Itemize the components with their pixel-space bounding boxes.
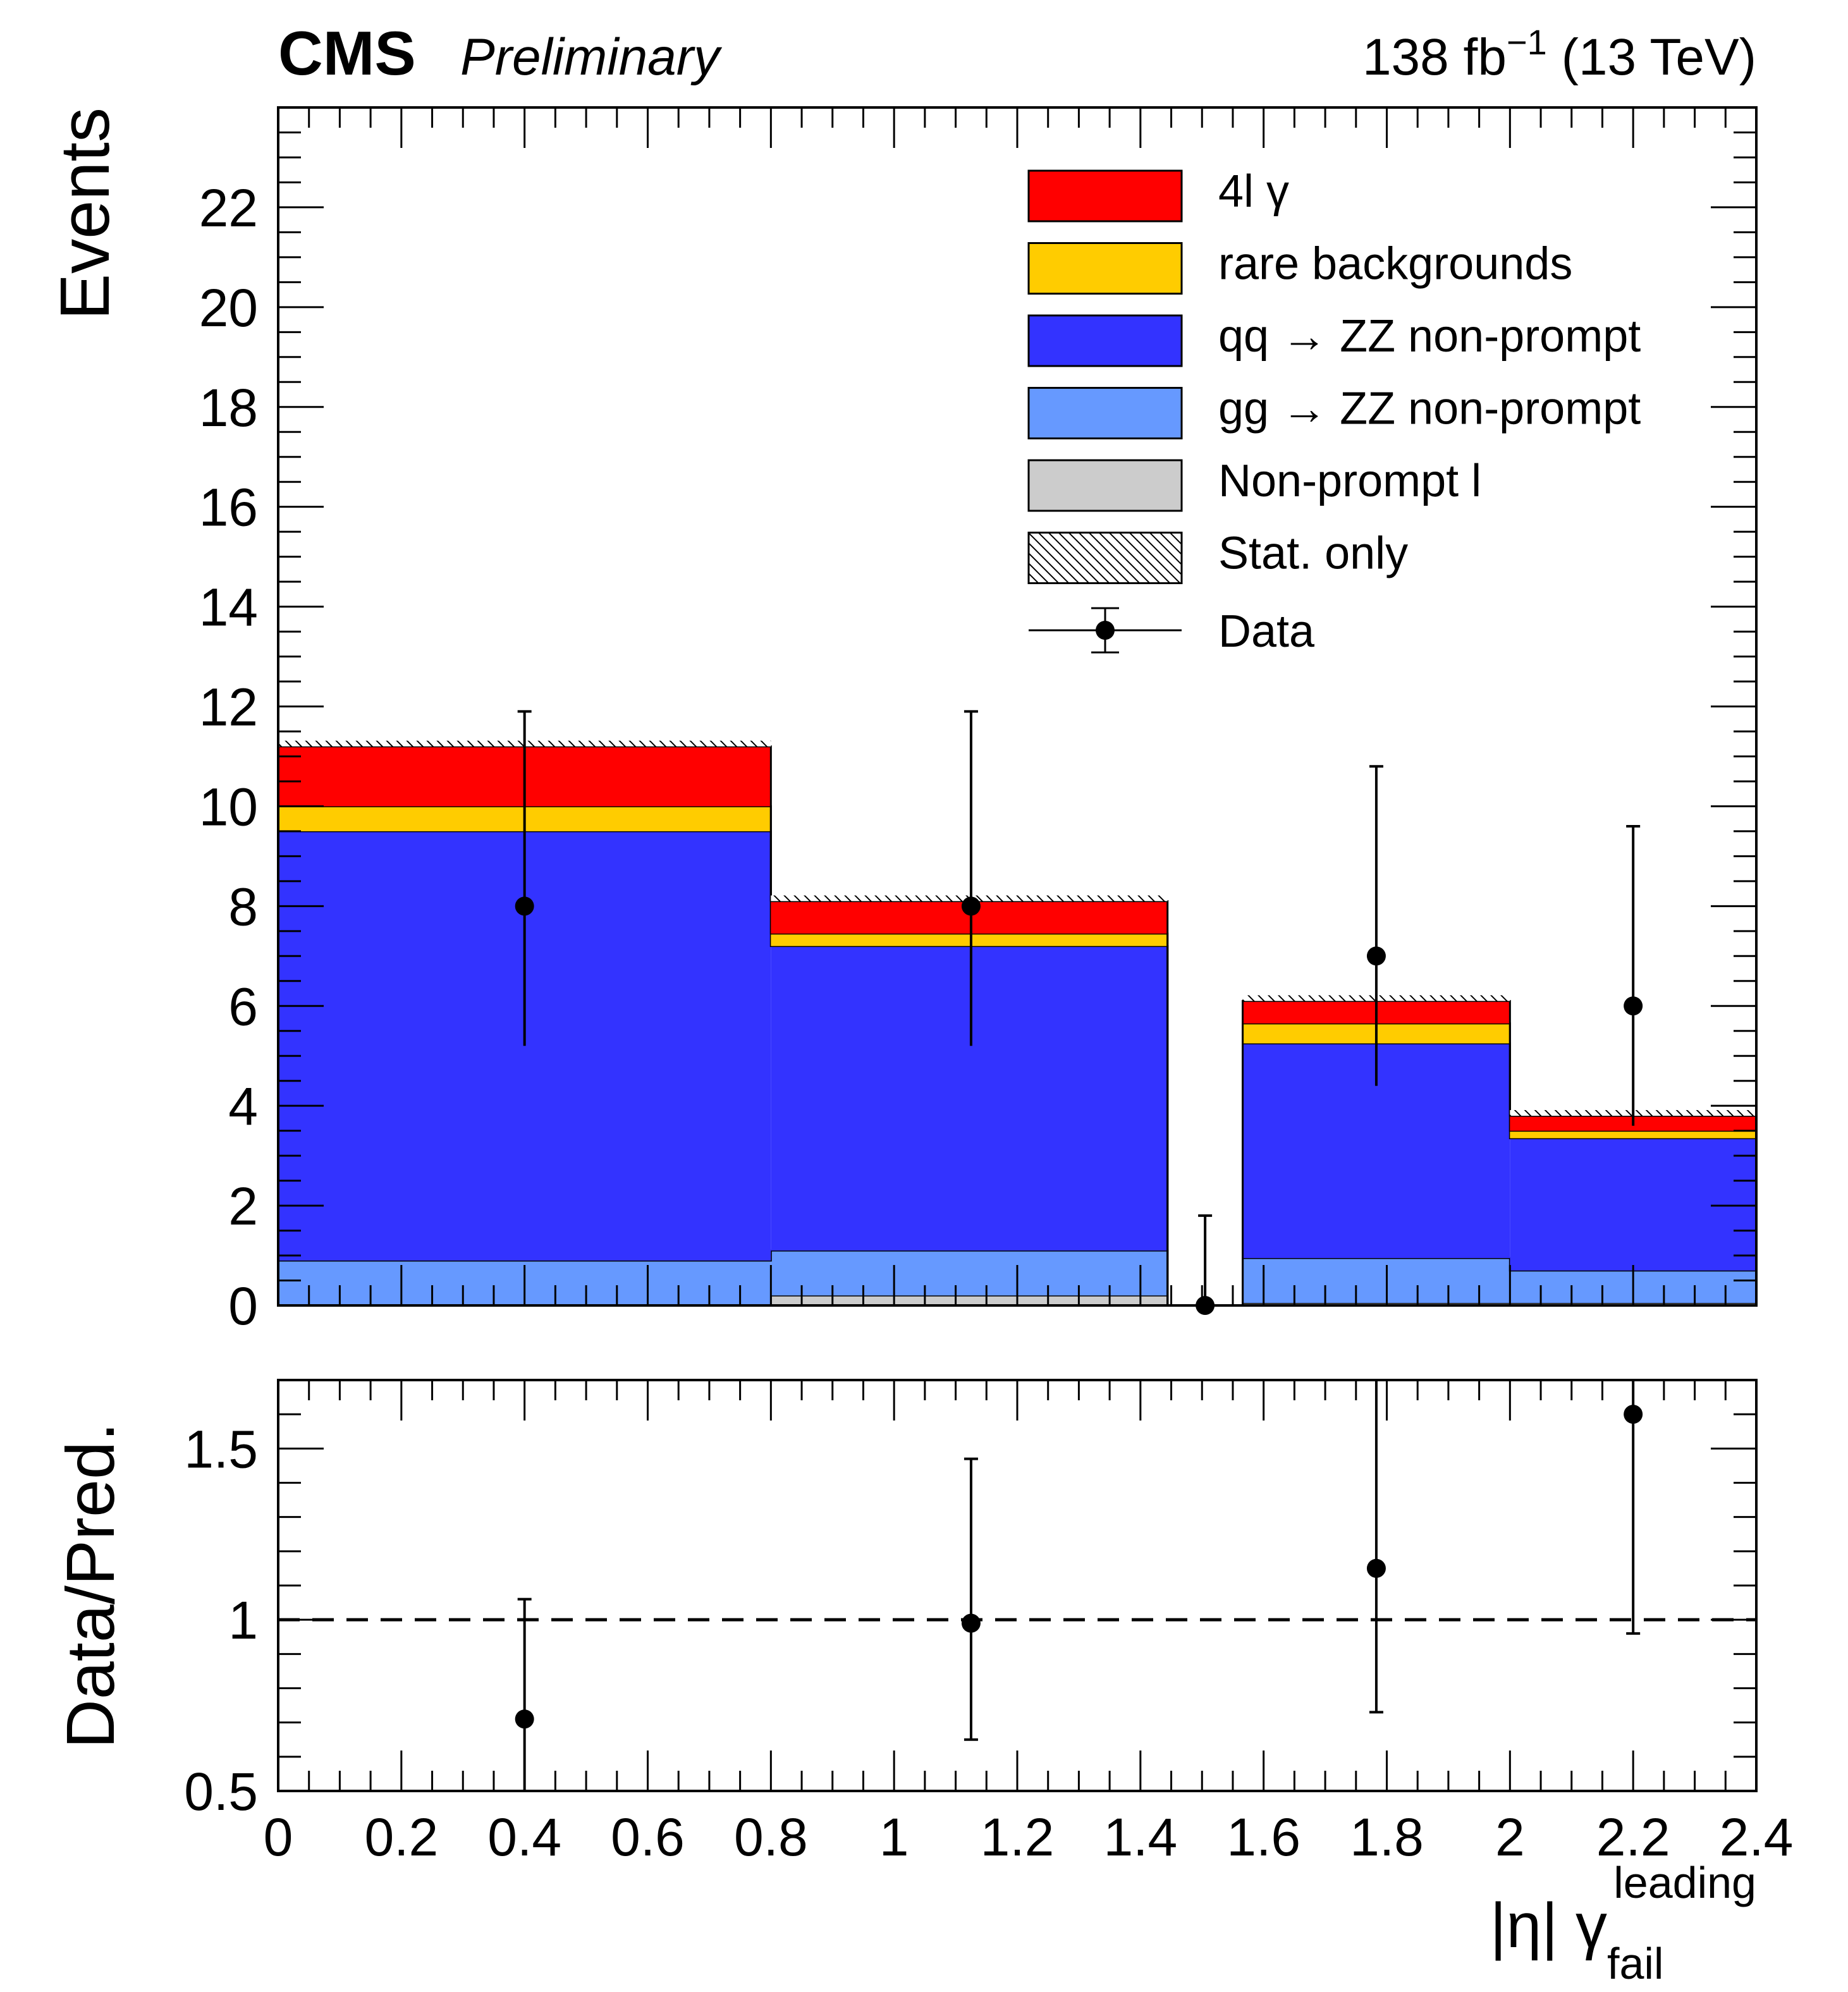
ratio-y-axis-label: Data/Pred. — [52, 1422, 128, 1749]
xtick-label: 1.8 — [1350, 1807, 1424, 1867]
x-axis-label: |η| γ — [1490, 1890, 1607, 1961]
data-points — [515, 710, 1643, 1315]
xtick-label: 2 — [1495, 1807, 1525, 1867]
main-y-axis-label: Events — [46, 107, 124, 320]
ratio-ytick-label: 1 — [228, 1591, 258, 1650]
main-panel: 0 2 4 6 8 10 12 14 16 18 20 22 Events 4l γ rare back… — [46, 106, 1758, 1336]
legend-data-marker — [1096, 621, 1115, 640]
xtick-label: 2.4 — [1720, 1807, 1794, 1867]
legend: 4l γ rare backgrounds qq → ZZ non-prompt gg… — [1027, 166, 1641, 657]
legend-label-1: rare backgrounds — [1218, 239, 1572, 290]
bar-3-4 — [1510, 1130, 1756, 1139]
header-preliminary: Preliminary — [460, 28, 723, 86]
data-point-3 — [1366, 946, 1386, 966]
xtick-label: 1.2 — [981, 1807, 1055, 1867]
series-2 — [277, 830, 1758, 1305]
main-ytick-label: 0 — [228, 1276, 258, 1336]
main-ytick-label: 20 — [199, 278, 258, 338]
ratio-ytick-label: 0.5 — [184, 1762, 258, 1821]
main-ytick-label: 6 — [228, 977, 258, 1036]
main-ytick-label: 12 — [199, 678, 258, 737]
legend-swatch-0 — [1027, 169, 1183, 223]
header-cms: CMS — [278, 18, 416, 88]
series-4 — [277, 745, 1758, 1305]
legend-swatch-3 — [1027, 387, 1183, 439]
xtick-label: 2.2 — [1596, 1807, 1670, 1867]
legend-label-3: gg → ZZ non-prompt — [1218, 384, 1641, 434]
main-ytick-label: 18 — [199, 378, 258, 437]
legend-label-0: 4l γ — [1218, 166, 1289, 217]
xtick-label: 0.2 — [364, 1807, 438, 1867]
ratio-frame — [277, 1379, 1758, 1792]
ratio-point-2 — [1366, 1558, 1386, 1578]
bar-2-1 — [771, 946, 1168, 1251]
xtick-label: 1.6 — [1227, 1807, 1300, 1867]
legend-swatch-2 — [1027, 314, 1183, 367]
x-axis-label-superscript: leading — [1613, 1858, 1756, 1907]
ratio-y-tick-labels: 0.5 1 1.5 — [184, 1419, 258, 1821]
legend-label-data: Data — [1218, 606, 1315, 657]
main-ytick-label: 22 — [199, 178, 258, 238]
legend-swatch-1 — [1027, 242, 1183, 295]
x-axis-label-subscript: fail — [1607, 1939, 1663, 1988]
bar-3-1 — [771, 933, 1168, 946]
stacked-histogram — [277, 745, 1758, 1305]
bar-1-1 — [771, 1250, 1168, 1296]
ratio-panel: 0.5 1 1.5 0 0.2 0.4 0.6 0.8 1 1.2 1.4 1.6 1.8 2 2.2 2.… — [52, 1379, 1794, 1988]
xtick-label: 1 — [879, 1807, 909, 1867]
main-y-tick-labels: 0 2 4 6 8 10 12 14 16 18 20 22 — [199, 178, 258, 1336]
xtick-label: 0.6 — [611, 1807, 685, 1867]
ratio-point-0 — [515, 1709, 534, 1729]
xtick-label: 0 — [264, 1807, 293, 1867]
xtick-label: 1.4 — [1103, 1807, 1177, 1867]
ratio-axis-ticks — [277, 1379, 1758, 1792]
main-ytick-label: 14 — [199, 578, 258, 637]
bar-1-3 — [1242, 1257, 1510, 1304]
main-ytick-label: 10 — [199, 777, 258, 836]
bar-0-1 — [771, 1295, 1168, 1305]
legend-label-stat: Stat. only — [1218, 529, 1408, 579]
bar-2-4 — [1510, 1138, 1756, 1271]
main-axis-ticks — [277, 106, 1758, 1307]
legend-label-2: qq → ZZ non-prompt — [1218, 311, 1641, 362]
main-ytick-label: 4 — [228, 1077, 258, 1136]
main-ytick-label: 2 — [228, 1176, 258, 1236]
xtick-label: 0.4 — [487, 1807, 561, 1867]
header-lumi: 138 fb−1 (13 TeV) — [1362, 22, 1756, 86]
main-ytick-label: 8 — [228, 877, 258, 936]
main-ytick-label: 16 — [199, 478, 258, 537]
data-point-0 — [515, 896, 534, 916]
legend-label-4: Non-prompt l — [1218, 456, 1481, 506]
ratio-point-1 — [961, 1613, 981, 1633]
ratio-points — [515, 1379, 1643, 1791]
data-point-1 — [961, 896, 981, 916]
ratio-ytick-label: 1.5 — [184, 1419, 258, 1479]
data-point-4 — [1624, 996, 1643, 1016]
legend-swatch-stat — [1027, 532, 1183, 584]
legend-swatch-4 — [1027, 459, 1183, 512]
xtick-label: 0.8 — [734, 1807, 808, 1867]
x-tick-labels: 0 0.2 0.4 0.6 0.8 1 1.2 1.4 1.6 1.8 2 2.2 2.4 — [264, 1807, 1794, 1867]
